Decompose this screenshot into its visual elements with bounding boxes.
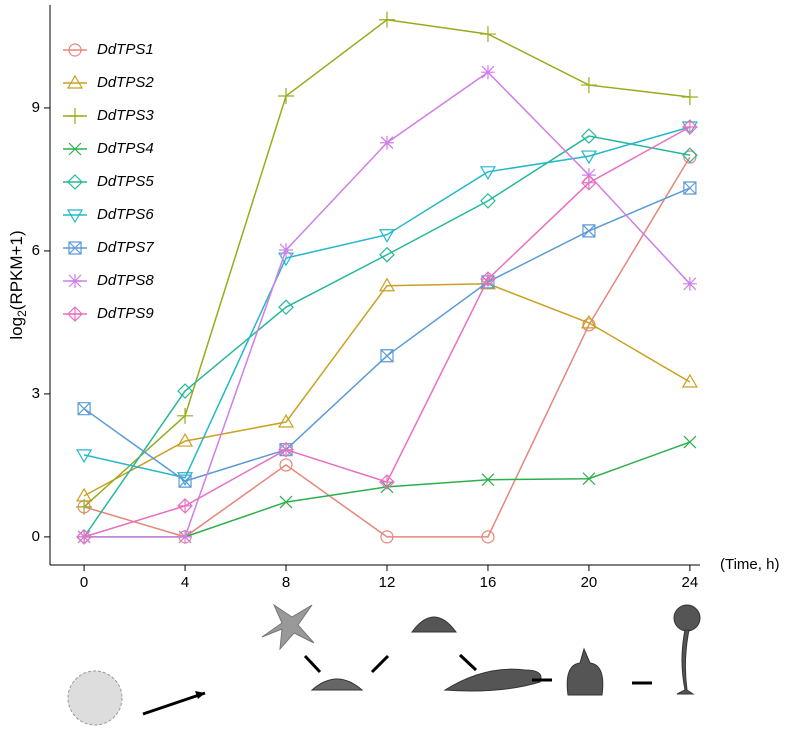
- data-point: [76, 498, 93, 515]
- legend-marker: [68, 274, 82, 288]
- data-point: [580, 314, 597, 329]
- data-point: [177, 407, 194, 424]
- legend-label: DdTPS6: [97, 206, 154, 223]
- legend-marker: [67, 306, 83, 322]
- data-point: [682, 147, 698, 163]
- data-point: [683, 435, 697, 449]
- data-point: [379, 246, 395, 263]
- x-tick-label: 0: [80, 574, 88, 591]
- series-line: [83, 283, 691, 497]
- data-point: [480, 193, 496, 209]
- data-point: [682, 119, 698, 135]
- y-tick-label: 0: [32, 528, 40, 545]
- legend-label: DdTPS8: [97, 272, 154, 289]
- legend-label: DdTPS5: [97, 173, 154, 190]
- x-tick-label: 20: [581, 574, 598, 591]
- series-line: [83, 135, 691, 538]
- data-point: [277, 413, 295, 428]
- legend-label: DdTPS4: [97, 140, 154, 157]
- x-tick-label: 16: [480, 574, 497, 591]
- data-point: [379, 474, 395, 490]
- data-point: [279, 495, 293, 509]
- data-point: [379, 135, 394, 150]
- data-point: [378, 277, 396, 292]
- legend-marker: [68, 43, 82, 57]
- legend-marker: [66, 74, 84, 89]
- data-point: [278, 88, 295, 105]
- series-line: [83, 18, 690, 508]
- data-point: [480, 271, 496, 287]
- data-point: [279, 458, 293, 472]
- data-point: [77, 402, 91, 416]
- legend-marker: [68, 142, 82, 156]
- data-point: [380, 530, 394, 544]
- data-point: [76, 449, 93, 464]
- data-point: [681, 373, 698, 388]
- legend-marker: [68, 241, 82, 255]
- data-point: [76, 529, 92, 545]
- data-point: [581, 174, 597, 191]
- data-point: [479, 166, 497, 180]
- legend-marker: [67, 174, 83, 190]
- y-tick-label: 3: [32, 385, 40, 402]
- legend-label: DdTPS2: [97, 74, 154, 91]
- data-point: [681, 88, 698, 105]
- data-point: [178, 529, 193, 544]
- stage-illustrations: [67, 603, 701, 726]
- data-point: [380, 349, 394, 363]
- data-point: [378, 11, 395, 28]
- x-tick-label: 12: [379, 574, 396, 591]
- data-point: [479, 26, 496, 43]
- data-point: [481, 473, 495, 487]
- legend-marker: [67, 108, 83, 124]
- data-point: [582, 224, 596, 238]
- data-point: [682, 276, 697, 291]
- legend-label: DdTPS3: [97, 107, 154, 124]
- y-axis-label: log2(RPKM+1): [7, 230, 29, 339]
- data-point: [178, 474, 192, 488]
- x-tick-label: 8: [282, 574, 290, 591]
- data-point: [177, 383, 193, 399]
- data-point: [278, 299, 294, 316]
- series-line: [83, 187, 691, 482]
- x-tick-label: 24: [682, 574, 699, 591]
- data-point: [278, 441, 294, 458]
- data-point: [683, 181, 697, 195]
- x-tick-label: 4: [181, 574, 189, 591]
- data-point: [582, 472, 596, 486]
- data-point: [177, 432, 194, 447]
- legend-label: DdTPS7: [97, 239, 154, 256]
- x-axis-label: (Time, h): [720, 556, 779, 573]
- y-tick-label: 9: [32, 99, 40, 116]
- legend-marker: [66, 209, 84, 224]
- data-point: [580, 150, 597, 165]
- data-point: [177, 498, 193, 514]
- series-line: [83, 126, 691, 479]
- data-point: [581, 128, 597, 144]
- data-point: [481, 530, 495, 544]
- data-point: [580, 77, 597, 94]
- data-point: [279, 242, 294, 257]
- y-tick-label: 6: [32, 242, 40, 259]
- legend-label: DdTPS1: [97, 41, 154, 58]
- data-point: [480, 65, 495, 80]
- data-point: [378, 229, 396, 243]
- legend-label: DdTPS9: [97, 305, 154, 322]
- data-point: [582, 318, 596, 332]
